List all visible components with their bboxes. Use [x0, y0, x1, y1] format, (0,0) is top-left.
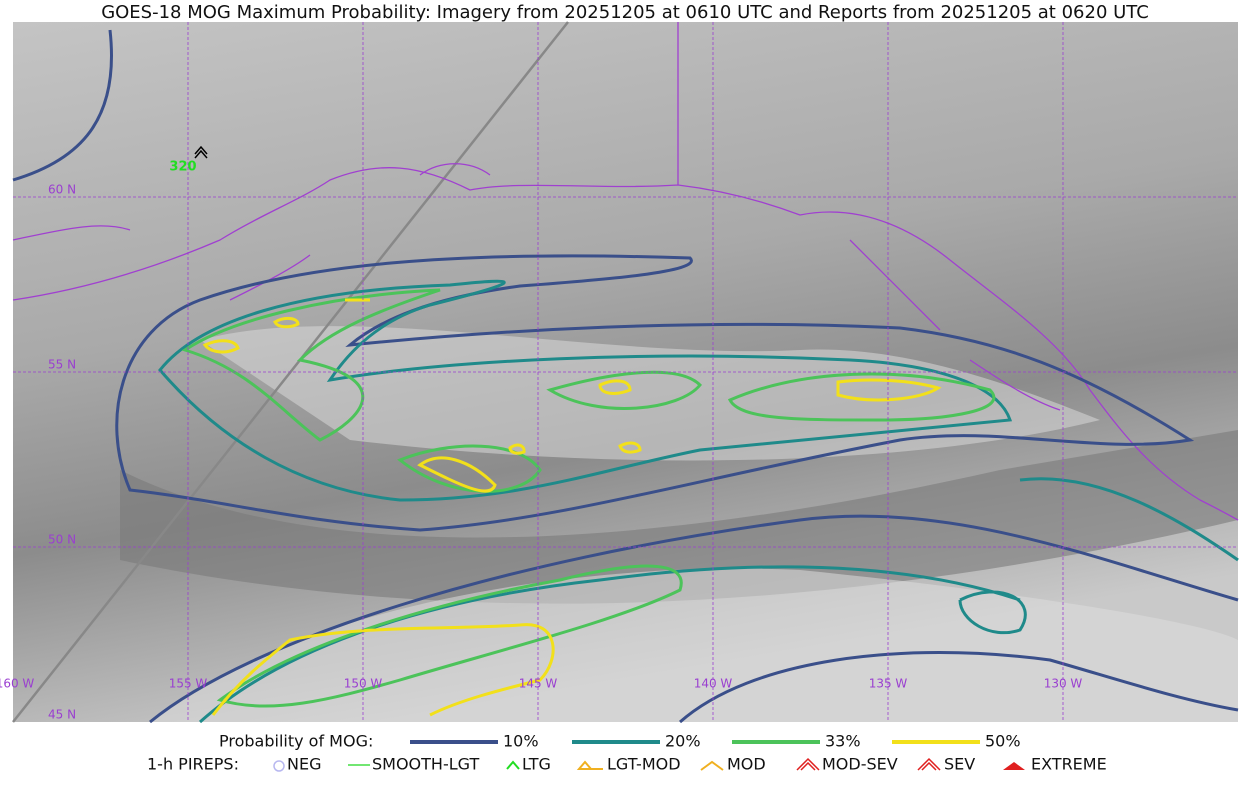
lon-label: 155 W: [169, 677, 208, 691]
legend-title: 1-h PIREPS:: [147, 755, 239, 774]
lat-label: 45 N: [48, 708, 76, 722]
legend-symbol: [796, 757, 820, 771]
legend-symbol: [506, 760, 520, 770]
legend-label: SMOOTH-LGT: [372, 755, 479, 774]
lat-label: 60 N: [48, 183, 76, 197]
lat-label: 50 N: [48, 533, 76, 547]
coastlines: [12, 22, 1239, 521]
legend-label: LTG: [522, 755, 551, 774]
legend-label: 20%: [665, 732, 701, 751]
lon-label: 130 W: [1044, 677, 1083, 691]
legend-label: SEV: [944, 755, 975, 774]
legend-label: EXTREME: [1031, 755, 1107, 774]
legend-label: MOD: [727, 755, 766, 774]
lon-label: 135 W: [869, 677, 908, 691]
legend-symbol: [917, 757, 941, 771]
legend-symbol: [576, 760, 603, 770]
lon-label: 160 W: [0, 677, 34, 691]
legend-label: 10%: [503, 732, 539, 751]
cloud: [200, 326, 1100, 461]
legend-label: NEG: [287, 755, 321, 774]
lon-label: 150 W: [344, 677, 383, 691]
legend-symbol: [273, 760, 285, 772]
lon-label: 140 W: [694, 677, 733, 691]
legend-label: LGT-MOD: [607, 755, 681, 774]
graticule: [13, 22, 1238, 722]
pirep-label: 320: [169, 160, 196, 175]
title: GOES-18 MOG Maximum Probability: Imagery…: [101, 2, 1149, 23]
legend-label: 50%: [985, 732, 1021, 751]
lat-label: 55 N: [48, 358, 76, 372]
map: 60 N 55 N 50 N 45 N 160 W 155 W 150 W 14…: [0, 21, 1239, 724]
legend-title: Probability of MOG:: [219, 732, 373, 751]
lon-label: 145 W: [519, 677, 558, 691]
legend-symbol: [700, 760, 724, 771]
legend: Probability of MOG: 10% 20% 33% 50% 1-h …: [147, 732, 1107, 774]
legend-symbol: [1003, 762, 1025, 770]
dark-band: [120, 430, 1238, 604]
cloud: [150, 568, 1238, 722]
legend-label: 33%: [825, 732, 861, 751]
contours: [12, 29, 1239, 724]
pirep-symbol: [194, 145, 208, 159]
legend-label: MOD-SEV: [822, 755, 898, 774]
